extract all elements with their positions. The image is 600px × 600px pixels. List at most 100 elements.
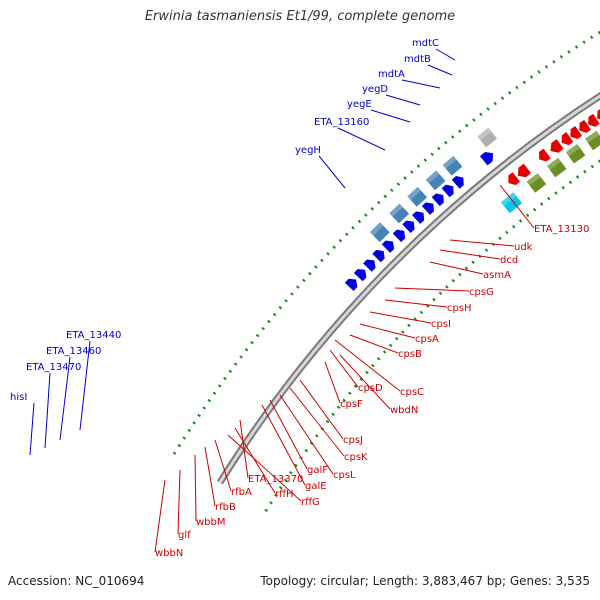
- outer-block-9-gloss: [442, 155, 457, 169]
- inner-block-13-gloss: [585, 130, 600, 143]
- outer-block-13-gloss: [369, 222, 384, 236]
- inner-gene-leader: [214, 439, 232, 492]
- inner-block-16-gloss: [526, 173, 541, 186]
- reverse-cds-30: [517, 163, 532, 178]
- reverse-cds-25: [579, 119, 591, 133]
- outer-gene-label: mdtA: [378, 69, 405, 80]
- outer-block-10-gloss: [425, 170, 440, 184]
- forward-cds-16-shape: [421, 202, 435, 215]
- inner-block-16-rect: [526, 173, 547, 193]
- inner-gene-leader: [269, 399, 308, 470]
- inner-gene-leader: [449, 239, 515, 247]
- inner-block-14-gloss: [565, 144, 581, 157]
- inner-gene-label: cpsB: [398, 349, 422, 360]
- inner-gene-label: rfbA: [231, 487, 252, 498]
- outer-gene-label: yegE: [347, 99, 372, 110]
- forward-cds-22-shape: [363, 259, 376, 272]
- inner-block-14-rect: [565, 144, 586, 164]
- inner-gene-label: galE: [305, 481, 327, 492]
- reverse-cds-29-shape: [539, 148, 551, 162]
- outer-gene-leader: [427, 64, 453, 76]
- outer-gene-leader: [337, 127, 386, 151]
- inner-block-15-rect: [546, 157, 567, 178]
- outer-block-11: [407, 186, 428, 207]
- inner-gene-leader: [204, 446, 216, 507]
- accession-label: Accession: NC_010694: [8, 574, 145, 588]
- forward-cds-24: [344, 278, 358, 291]
- inner-gene-label: cpsK: [344, 452, 368, 463]
- reverse-cds-24: [588, 113, 600, 127]
- outer-gene-label: ETA_13440: [66, 330, 121, 341]
- outer-gene-leader: [435, 48, 456, 61]
- outer-block-8-rect: [477, 127, 498, 148]
- outer-gene-labels: mdtC mdtB mdtA yegD yegE ETA_13160 yegH ETA_134…: [10, 38, 456, 456]
- inner-gene-label: cpsL: [333, 470, 356, 481]
- outer-block-10-rect: [425, 170, 446, 191]
- inner-gene-label: ETA_13130: [534, 224, 589, 235]
- forward-cds-23: [353, 269, 367, 282]
- inner-gene-leader: [329, 349, 359, 388]
- inner-gene-leader: [324, 361, 341, 404]
- inner-block-15: [546, 157, 567, 178]
- forward-cds-13-shape: [451, 176, 464, 189]
- reverse-cds-31: [508, 172, 521, 186]
- outer-block-11-gloss: [407, 186, 421, 200]
- inner-gene-label: cpsA: [415, 334, 439, 345]
- inner-gene-label: asmA: [483, 270, 511, 281]
- outer-gene-label: ETA_13470: [26, 362, 81, 373]
- inner-gene-leader: [177, 469, 181, 535]
- reverse-cds-27-shape: [561, 132, 574, 146]
- reverse-cds-30-shape: [517, 163, 532, 178]
- reverse-cds-25-shape: [579, 119, 591, 133]
- forward-cds-12: [479, 151, 494, 166]
- forward-cds-14: [441, 184, 454, 198]
- outer-gene-label: hisI: [10, 392, 27, 403]
- reverse-cds-29: [539, 148, 551, 162]
- inner-gene-leader: [359, 323, 416, 339]
- inner-dotted-ring: [264, 159, 600, 512]
- forward-cds-18: [402, 220, 415, 233]
- forward-cds-21: [372, 249, 385, 263]
- outer-gene-leader: [385, 94, 421, 106]
- forward-cds-22: [363, 259, 376, 272]
- inner-gene-leader: [261, 404, 306, 486]
- inner-block-13: [585, 130, 600, 151]
- forward-cds-17-shape: [412, 211, 425, 224]
- inner-gene-label: cpsI: [431, 319, 451, 330]
- outer-block-12: [389, 203, 410, 224]
- inner-gene-leader: [154, 479, 166, 553]
- inner-gene-label: cpsC: [400, 387, 424, 398]
- forward-cds-15-shape: [431, 193, 444, 207]
- inner-gene-leader: [429, 261, 484, 275]
- outer-gene-label: ETA_13460: [46, 346, 101, 357]
- inner-gene-label: cpsH: [447, 303, 472, 314]
- inner-gene-label: galF: [307, 465, 328, 476]
- inner-gene-leader: [499, 184, 535, 229]
- inner-block-16: [526, 173, 547, 193]
- forward-cds-23-shape: [353, 269, 367, 282]
- reverse-cds-27: [561, 132, 574, 146]
- reverse-cds-28-shape: [550, 139, 564, 153]
- inner-block-14: [565, 144, 586, 164]
- inner-gene-label: udk: [514, 242, 533, 253]
- inner-gene-leader: [369, 311, 432, 324]
- outer-block-9-rect: [442, 155, 463, 176]
- inner-gene-label: rffG: [301, 497, 320, 508]
- outer-block-8-gloss: [477, 127, 492, 141]
- reverse-cds-26-shape: [570, 126, 583, 140]
- inner-gene-label: rfbB: [215, 502, 236, 513]
- forward-cds-13: [451, 176, 464, 189]
- forward-cds-19-shape: [392, 229, 406, 243]
- inner-gene-leader: [394, 287, 470, 292]
- forward-cds-21-shape: [372, 249, 385, 263]
- inner-gene-leader: [339, 354, 391, 410]
- outer-block-8: [477, 127, 498, 148]
- forward-cds-19: [392, 229, 406, 243]
- map-title: Erwinia tasmaniensis Et1/99, complete ge…: [144, 9, 456, 24]
- inner-gene-label: glf: [178, 530, 191, 541]
- outer-gene-label: yegD: [362, 84, 388, 95]
- inner-gene-label: cpsF: [340, 399, 363, 410]
- inner-gene-label: wbdN: [390, 405, 418, 416]
